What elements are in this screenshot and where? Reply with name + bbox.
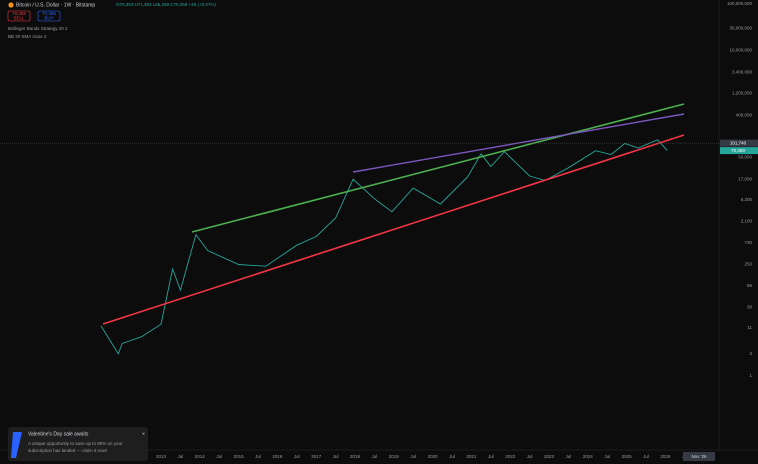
time-tick-label: Jul	[410, 454, 416, 459]
price-tick-label: 730	[744, 240, 752, 245]
time-tick-label: 2015	[234, 454, 245, 459]
time-tick-label: 2018	[350, 454, 361, 459]
symbol-icon	[8, 2, 14, 8]
notification-icon	[11, 432, 22, 458]
notification-body: A unique opportunity to save up to 80% o…	[28, 441, 123, 446]
crosshair-label: 101,740	[730, 140, 747, 145]
cursor-tag	[683, 452, 715, 461]
price-tick-label: 400,000	[736, 113, 753, 118]
price-tick-label: 10,000,000	[729, 48, 752, 53]
crosshair-tag	[720, 139, 758, 147]
time-tick-label: Jul	[488, 454, 494, 459]
time-tick-label: 2023	[544, 454, 555, 459]
price-tick-label: 1,200,000	[732, 91, 753, 96]
price-tick-label: 86	[747, 283, 753, 288]
time-tick-label: 2014	[195, 454, 206, 459]
buy-label: BUY	[44, 16, 53, 21]
time-tick-label: Jul	[255, 454, 261, 459]
price-tick-label: 30	[747, 305, 753, 310]
indicator[interactable]: BB 20 SMA close 2	[8, 34, 47, 39]
close-button[interactable]: ×	[142, 431, 145, 437]
sell-button[interactable]	[7, 10, 31, 22]
time-tick-label: 2013	[156, 454, 167, 459]
symbol-title[interactable]: Bitcoin / U.S. Dollar · 1W · Bitstamp	[16, 2, 95, 8]
trend-line-support[interactable]	[102, 134, 685, 325]
time-tick-label: Jul	[216, 454, 222, 459]
price-tick-label: 2,100	[741, 219, 753, 224]
time-tick-label: 2017	[311, 454, 322, 459]
time-tick-label: Jul	[566, 454, 572, 459]
time-tick-label: Jul	[527, 454, 533, 459]
time-tick-label: 2019	[389, 454, 400, 459]
time-tick-label: 2022	[505, 454, 516, 459]
buy-price: 70,359	[42, 11, 56, 16]
cursor-label: Nov '26	[691, 454, 707, 459]
notification: Valentine's Day sale awaits A unique opp…	[8, 427, 148, 461]
current-price-tag	[720, 147, 758, 155]
price-tick-label: 30,000,000	[729, 26, 752, 31]
indicator[interactable]: Bollinger Bands Strategy 20 2	[8, 26, 68, 31]
time-tick-label: 2020	[428, 454, 439, 459]
time-tick-label: 2016	[272, 454, 283, 459]
time-tick-label: Jul	[333, 454, 339, 459]
price-tick-label: 100,000,000	[727, 1, 753, 6]
time-tick-label: 2021	[466, 454, 477, 459]
time-tick-label: Jul	[372, 454, 378, 459]
price-tick-label: 3,400,000	[732, 69, 753, 74]
price-tick-label: 17,000	[738, 176, 752, 181]
trend-line-resistance[interactable]	[191, 103, 685, 233]
current-price-label: 70,359	[731, 148, 745, 153]
time-tick-label: Jul	[643, 454, 649, 459]
price-tick-label: 250	[744, 262, 752, 267]
price-line	[100, 139, 668, 355]
price-tick-label: 1	[749, 373, 752, 378]
notification-body: subscription has landed — claim it now!	[28, 448, 107, 453]
price-tick-label: 11	[747, 325, 752, 330]
time-tick-label: Jul	[449, 454, 455, 459]
price-tick-label: 6,200	[741, 197, 753, 202]
sell-label: SELL	[13, 16, 25, 21]
time-tick-label: 2025	[622, 454, 633, 459]
time-tick-label: 2024	[583, 454, 594, 459]
ohlc: O70,353 H71,383 L65,269 C70,359 +46 (+0.…	[116, 2, 216, 7]
sell-price: 70,359	[12, 11, 26, 16]
notification-box	[8, 427, 148, 461]
time-tick-label: Jul	[294, 454, 300, 459]
price-tick-label: 3	[749, 351, 752, 356]
buy-button[interactable]	[37, 10, 61, 22]
time-tick-label: Jul	[604, 454, 610, 459]
time-tick-label: Jul	[178, 454, 184, 459]
time-tick-label: 2026	[660, 454, 671, 459]
notification-title: Valentine's Day sale awaits	[28, 431, 89, 437]
price-tick-label: 50,000	[738, 155, 752, 160]
